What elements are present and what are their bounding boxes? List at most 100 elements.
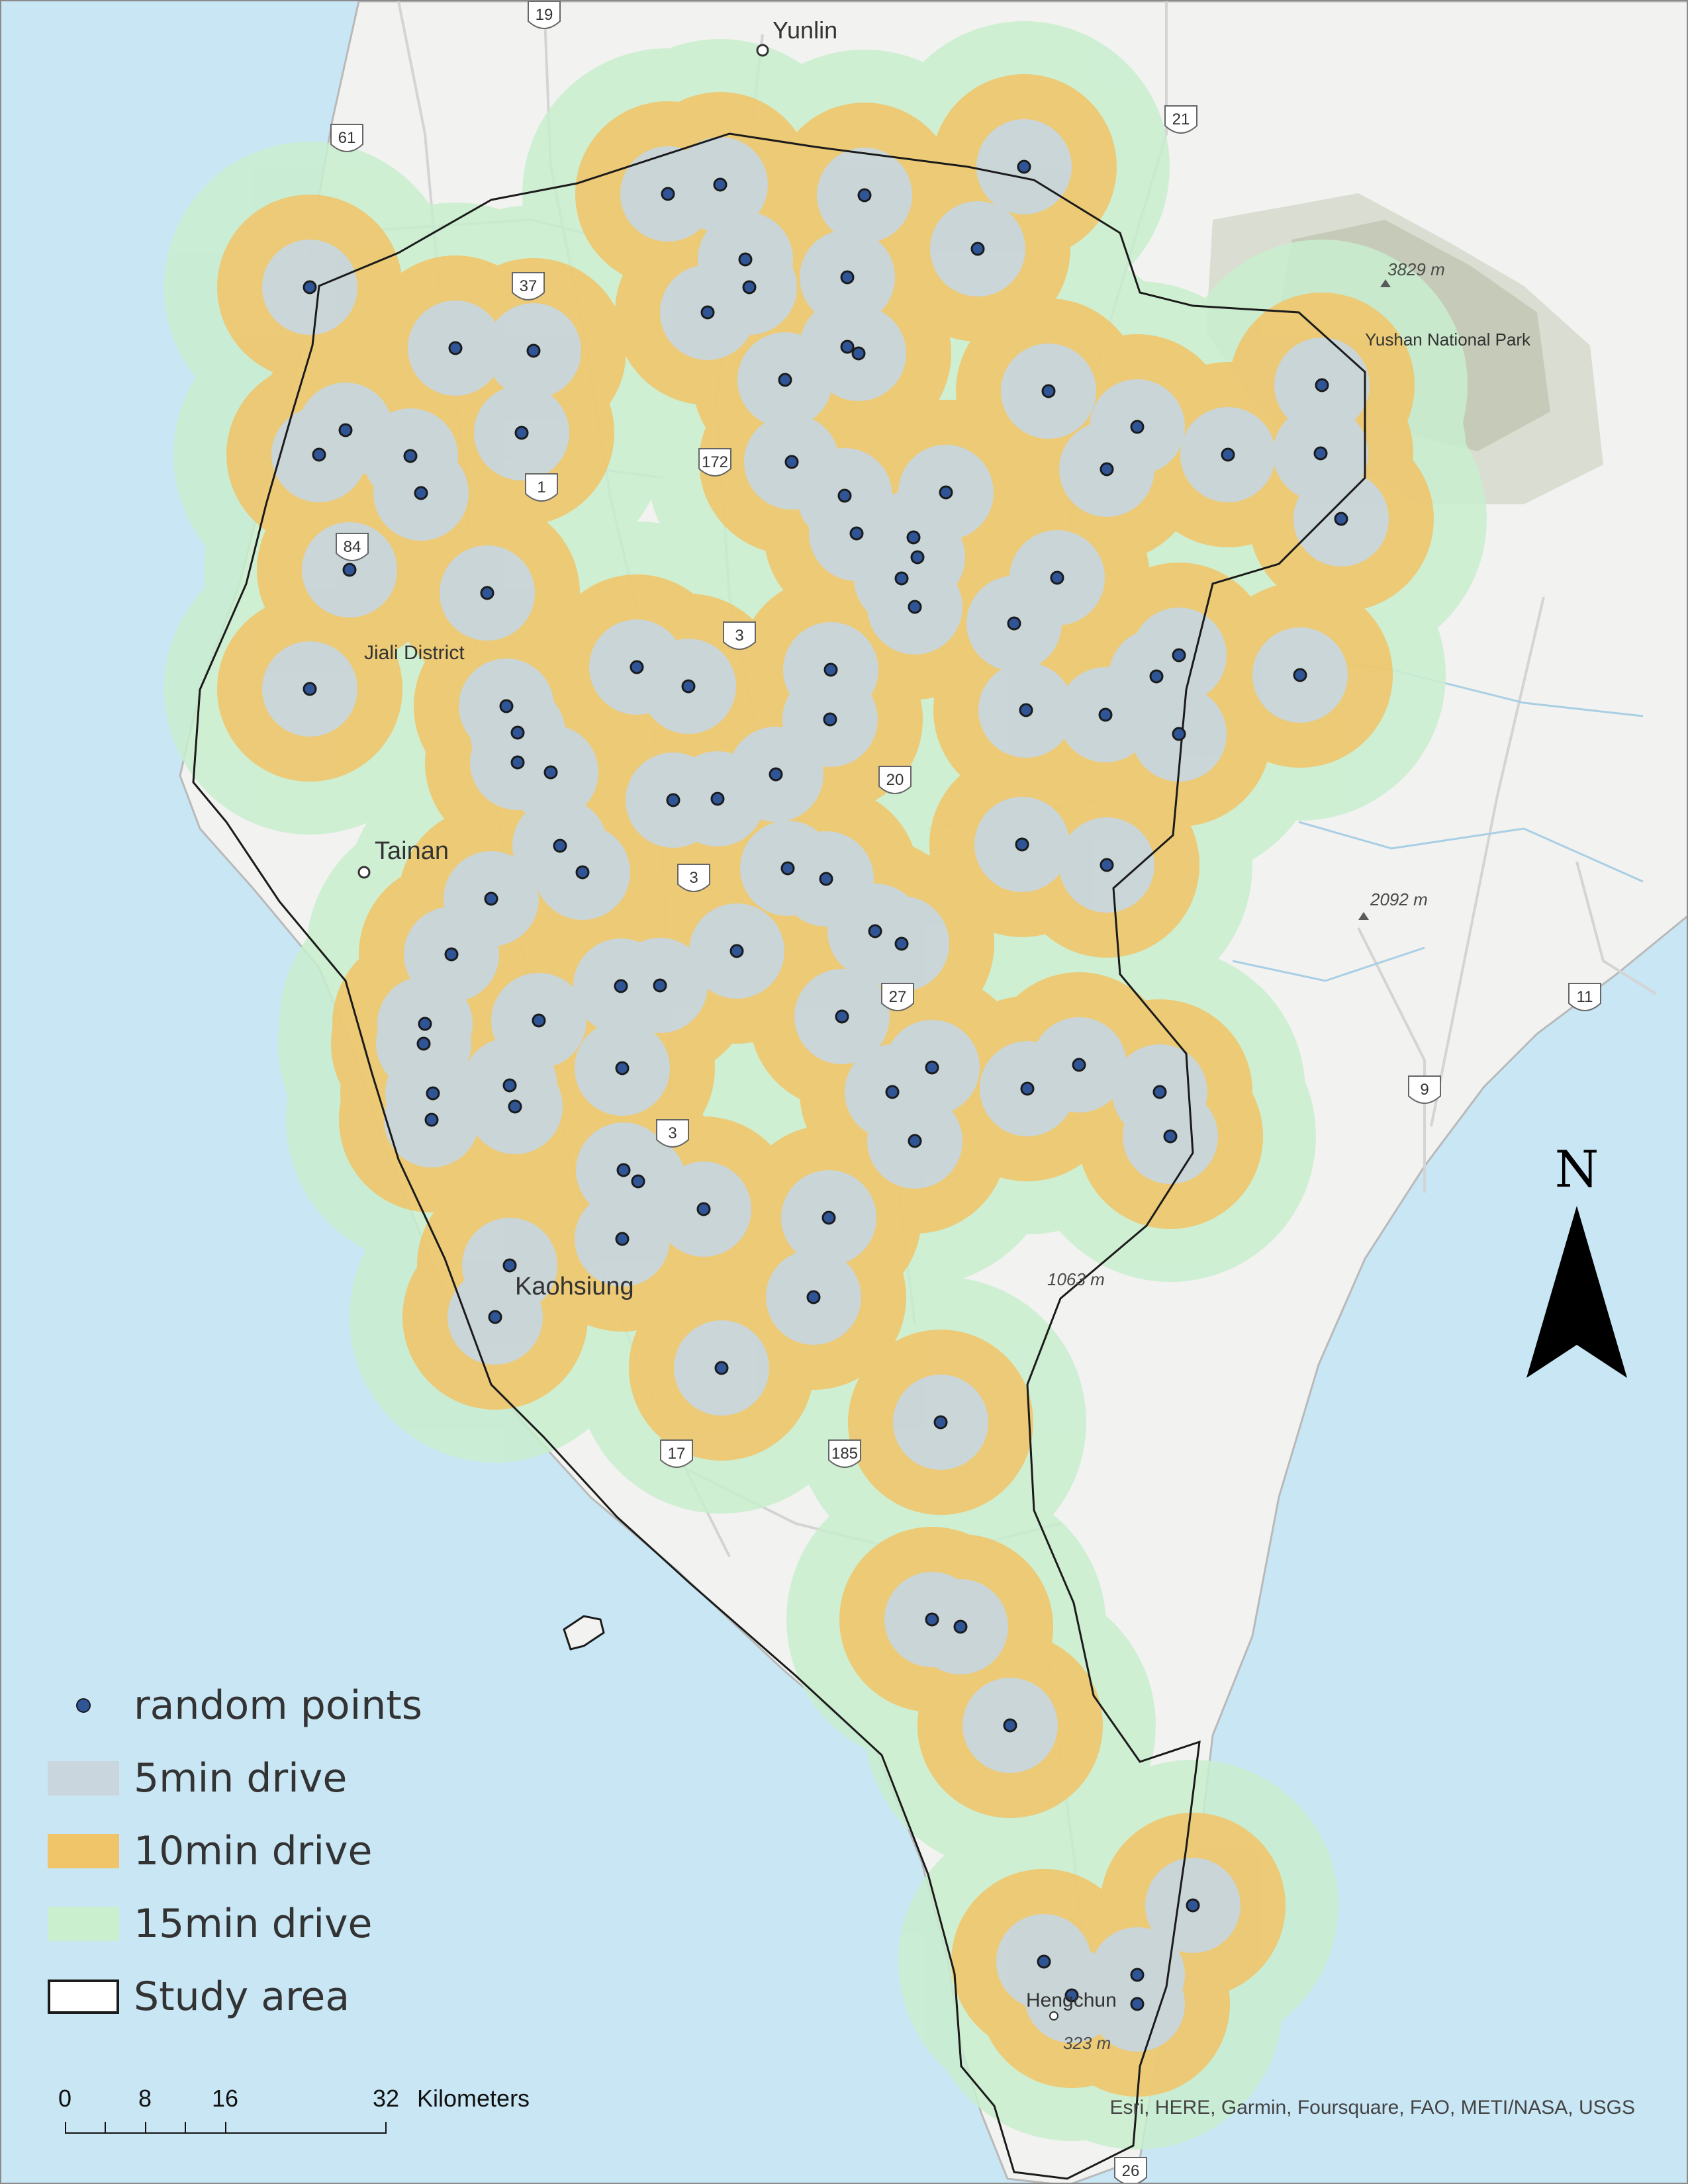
random-point[interactable] <box>303 682 317 696</box>
random-point[interactable] <box>414 486 428 500</box>
random-point[interactable] <box>1037 1954 1051 1969</box>
random-point[interactable] <box>1152 1085 1167 1099</box>
random-point[interactable] <box>1100 858 1114 872</box>
random-point[interactable] <box>502 1258 517 1273</box>
random-point[interactable] <box>532 1013 546 1028</box>
random-point[interactable] <box>939 485 953 500</box>
random-point[interactable] <box>700 305 715 320</box>
random-point[interactable] <box>614 979 628 993</box>
random-point[interactable] <box>416 1036 431 1051</box>
random-point[interactable] <box>738 252 753 267</box>
random-point[interactable] <box>840 340 855 354</box>
random-point[interactable] <box>835 1009 849 1024</box>
random-point[interactable] <box>742 280 757 295</box>
random-point[interactable] <box>448 341 463 355</box>
random-point[interactable] <box>953 1619 968 1634</box>
random-point[interactable] <box>1003 1718 1017 1733</box>
random-point[interactable] <box>666 793 680 807</box>
random-point[interactable] <box>710 792 725 806</box>
random-point[interactable] <box>444 947 459 962</box>
random-point[interactable] <box>424 1113 439 1127</box>
random-point[interactable] <box>484 891 498 906</box>
random-point[interactable] <box>1098 707 1113 722</box>
random-point[interactable] <box>502 1078 517 1093</box>
random-point[interactable] <box>868 924 882 938</box>
random-point[interactable] <box>925 1060 939 1075</box>
random-point[interactable] <box>906 530 921 545</box>
study-area-outline[interactable] <box>192 132 1366 2180</box>
random-point[interactable] <box>480 586 494 600</box>
random-point[interactable] <box>1017 159 1031 174</box>
random-point[interactable] <box>342 563 357 577</box>
random-point[interactable] <box>1172 727 1186 741</box>
random-point[interactable] <box>713 177 727 192</box>
random-point[interactable] <box>821 1210 836 1225</box>
random-point[interactable] <box>1100 462 1114 477</box>
random-point[interactable] <box>653 978 667 993</box>
random-point[interactable] <box>543 765 558 780</box>
random-point[interactable] <box>714 1361 729 1375</box>
random-point[interactable] <box>630 660 644 674</box>
random-point[interactable] <box>1064 1988 1079 2003</box>
random-point[interactable] <box>840 270 855 285</box>
random-point[interactable] <box>426 1086 440 1101</box>
random-point[interactable] <box>857 188 872 203</box>
random-point[interactable] <box>910 550 925 565</box>
random-point[interactable] <box>1130 1997 1145 2011</box>
random-point[interactable] <box>631 1174 645 1189</box>
random-point[interactable] <box>681 679 696 694</box>
random-point[interactable] <box>851 346 866 361</box>
random-point[interactable] <box>499 699 514 713</box>
random-point[interactable] <box>403 449 418 463</box>
random-point[interactable] <box>1186 1898 1200 1913</box>
random-point[interactable] <box>925 1612 939 1627</box>
random-point[interactable] <box>1072 1058 1086 1072</box>
random-point[interactable] <box>575 865 590 880</box>
random-point[interactable] <box>696 1202 711 1216</box>
random-point[interactable] <box>616 1163 631 1177</box>
random-point[interactable] <box>1020 1081 1035 1096</box>
random-point[interactable] <box>1130 1968 1145 1982</box>
random-point[interactable] <box>303 280 317 295</box>
random-point[interactable] <box>806 1290 821 1304</box>
random-point[interactable] <box>769 767 783 782</box>
random-point[interactable] <box>1221 447 1235 462</box>
random-point[interactable] <box>908 600 922 614</box>
random-point[interactable] <box>510 725 525 740</box>
random-point[interactable] <box>1050 570 1064 585</box>
random-point[interactable] <box>970 242 985 256</box>
random-point[interactable] <box>1313 446 1328 461</box>
random-point[interactable] <box>1019 703 1033 717</box>
random-point[interactable] <box>784 455 799 469</box>
random-point[interactable] <box>508 1099 522 1114</box>
random-point[interactable] <box>1293 668 1307 682</box>
random-point[interactable] <box>615 1061 630 1075</box>
random-point[interactable] <box>1149 669 1164 684</box>
random-point[interactable] <box>510 755 525 770</box>
random-point[interactable] <box>1130 420 1145 434</box>
random-point[interactable] <box>819 872 833 886</box>
random-point[interactable] <box>1007 616 1021 631</box>
random-point[interactable] <box>894 936 909 951</box>
random-point[interactable] <box>514 426 529 440</box>
random-point[interactable] <box>661 187 675 201</box>
random-point[interactable] <box>312 447 326 462</box>
random-point[interactable] <box>729 944 744 958</box>
random-point[interactable] <box>894 571 909 586</box>
random-point[interactable] <box>418 1017 432 1031</box>
random-point[interactable] <box>488 1310 502 1324</box>
random-point[interactable] <box>908 1134 922 1148</box>
random-point[interactable] <box>615 1232 630 1246</box>
random-point[interactable] <box>1315 378 1329 392</box>
random-point[interactable] <box>553 839 567 853</box>
random-point[interactable] <box>1163 1129 1178 1144</box>
random-point[interactable] <box>1334 512 1348 526</box>
random-point[interactable] <box>1041 384 1056 398</box>
random-point[interactable] <box>526 343 541 358</box>
random-point[interactable] <box>849 526 864 541</box>
random-point[interactable] <box>933 1415 948 1430</box>
random-point[interactable] <box>780 861 795 876</box>
random-point[interactable] <box>885 1085 900 1099</box>
random-point[interactable] <box>823 712 837 727</box>
